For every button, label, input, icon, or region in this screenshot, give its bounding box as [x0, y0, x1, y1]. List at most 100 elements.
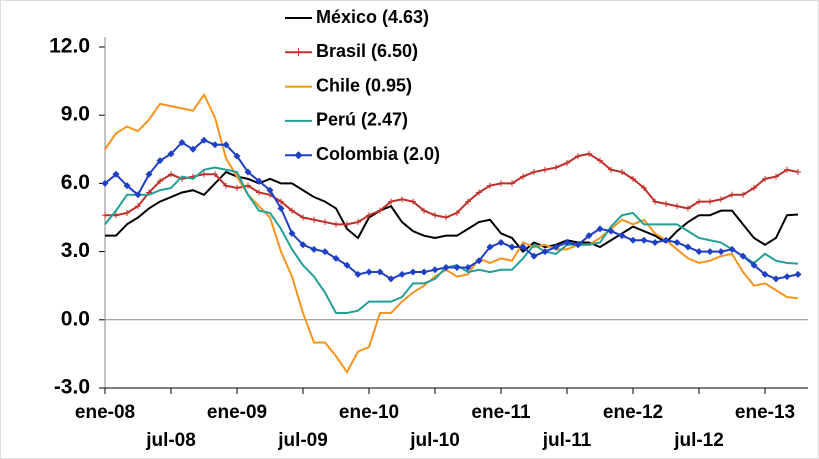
- marker: [167, 150, 175, 158]
- y-tick-label: 9.0: [61, 103, 90, 126]
- marker: [123, 182, 131, 190]
- y-tick-label: 6.0: [61, 171, 90, 194]
- marker: [387, 275, 395, 283]
- marker: [299, 241, 307, 249]
- marker: [420, 268, 428, 276]
- marker: [476, 189, 482, 196]
- marker: [255, 177, 263, 185]
- x-tick-label: jul-12: [673, 430, 724, 451]
- marker: [333, 221, 339, 228]
- marker: [751, 184, 757, 191]
- marker: [618, 232, 626, 240]
- marker: [399, 196, 405, 203]
- y-tick-label: 3.0: [61, 239, 90, 262]
- marker: [322, 219, 328, 226]
- marker: [530, 252, 538, 260]
- marker: [465, 198, 471, 205]
- marker: [431, 266, 439, 274]
- marker: [222, 141, 230, 149]
- marker: [486, 243, 494, 251]
- marker: [124, 209, 130, 216]
- marker: [772, 275, 780, 283]
- marker: [244, 168, 252, 176]
- marker: [343, 261, 351, 269]
- x-tick-label: jul-08: [145, 430, 196, 451]
- marker: [102, 212, 108, 219]
- marker: [157, 178, 163, 185]
- marker: [597, 157, 603, 164]
- marker: [641, 184, 647, 191]
- marker: [585, 232, 593, 240]
- series-line: [104, 139, 799, 280]
- marker: [421, 207, 427, 214]
- marker: [640, 236, 648, 244]
- marker: [245, 182, 251, 189]
- marker: [388, 198, 394, 205]
- marker: [212, 171, 218, 178]
- x-tick-label: ene-08: [75, 402, 135, 423]
- marker: [608, 166, 614, 173]
- marker: [134, 191, 142, 199]
- marker: [794, 270, 802, 278]
- marker: [201, 171, 207, 178]
- marker: [475, 257, 483, 265]
- marker: [211, 141, 219, 149]
- y-tick-label: 0.0: [61, 307, 90, 330]
- marker: [729, 191, 735, 198]
- legend-label: Colombia (2.0): [316, 144, 440, 164]
- marker: [178, 138, 186, 146]
- x-tick-label: ene-09: [207, 402, 267, 423]
- marker: [112, 170, 120, 178]
- marker: [354, 270, 362, 278]
- marker: [113, 212, 119, 219]
- marker: [509, 180, 515, 187]
- marker: [663, 200, 669, 207]
- marker: [795, 169, 801, 176]
- y-tick-label: -3.0: [54, 376, 90, 399]
- marker: [366, 212, 372, 219]
- marker: [344, 221, 350, 228]
- marker: [156, 157, 164, 165]
- marker: [586, 150, 592, 157]
- marker: [718, 196, 724, 203]
- marker: [453, 264, 461, 272]
- marker: [355, 219, 361, 226]
- marker: [706, 248, 714, 256]
- marker: [464, 264, 472, 272]
- marker: [685, 205, 691, 212]
- marker: [101, 179, 109, 187]
- marker: [498, 180, 504, 187]
- marker: [717, 248, 725, 256]
- marker: [696, 198, 702, 205]
- marker: [750, 261, 758, 269]
- x-tick-label: ene-10: [339, 402, 399, 423]
- marker: [674, 203, 680, 210]
- marker: [365, 268, 373, 276]
- marker: [409, 268, 417, 276]
- marker: [783, 273, 791, 281]
- marker: [673, 239, 681, 247]
- marker: [553, 164, 559, 171]
- marker: [497, 239, 505, 247]
- marker: [278, 198, 284, 205]
- series-line: [104, 166, 799, 314]
- marker: [707, 198, 713, 205]
- marker: [300, 214, 306, 221]
- marker: [234, 184, 240, 191]
- legend-label: Chile (0.95): [316, 75, 412, 95]
- legend-label: Perú (2.47): [316, 110, 408, 130]
- marker: [321, 248, 329, 256]
- marker: [574, 241, 582, 249]
- marker: [398, 270, 406, 278]
- marker: [332, 254, 340, 262]
- marker: [519, 243, 527, 251]
- x-tick-label: jul-10: [409, 430, 460, 451]
- marker: [784, 166, 790, 173]
- marker: [652, 198, 658, 205]
- legend-label: México (4.63): [316, 7, 429, 27]
- marker: [266, 186, 274, 194]
- marker: [442, 264, 450, 272]
- marker: [310, 245, 318, 253]
